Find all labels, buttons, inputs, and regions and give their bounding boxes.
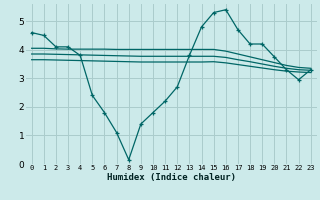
X-axis label: Humidex (Indice chaleur): Humidex (Indice chaleur)	[107, 173, 236, 182]
